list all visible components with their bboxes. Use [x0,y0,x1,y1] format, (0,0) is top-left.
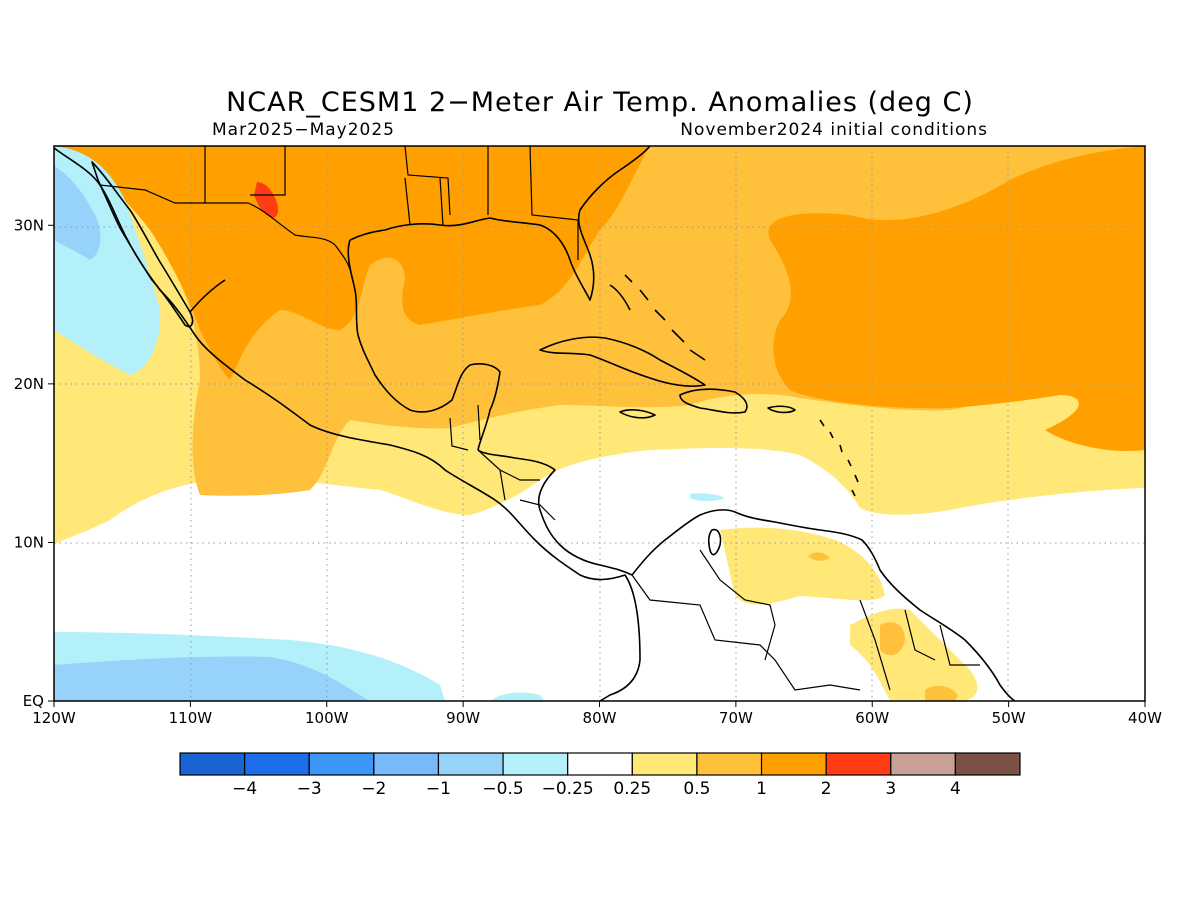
anomaly-region-1-2-north [54,146,650,380]
initial-conditions: November2024 initial conditions [680,120,988,140]
anomaly-region-1-2-atlantic-south [768,146,1145,451]
colorbar-label: −4 [232,779,257,799]
colorbar: −4 −3 −2 −1 −0.5 −0.25 0.25 0.5 1 2 3 4 [179,752,1021,799]
colorbar-label: 0.5 [683,779,710,799]
map-panel [54,146,1145,701]
anomaly-region-neg-0.5-neg-1-north [54,166,101,260]
graticule [54,146,1145,701]
anomaly-region-0.5-1-venezuela [808,552,830,561]
anomaly-region-neg-small-caribbean [690,493,725,501]
lon-tick-label: 60W [855,709,889,727]
colorbar-swatch [760,752,827,776]
lon-tick-label: 70W [719,709,753,727]
colorbar-label: 1 [756,779,767,799]
lon-tick-label: 100W [305,709,349,727]
colorbar-label: 0.25 [613,779,651,799]
lon-tick-label: 90W [446,709,480,727]
colorbar-label: −2 [361,779,386,799]
anomaly-region-2-3 [254,182,279,218]
anomaly-region-0.25-0.5-venezuela [720,527,885,605]
colorbar-swatch [890,752,956,776]
longitude-axis: 120W 110W 100W 90W 80W 70W 60W 50W 40W [32,701,1162,727]
lat-tick-label: 30N [14,216,44,234]
colorbar-swatch [567,752,633,776]
colorbar-swatch [631,752,698,776]
lon-tick-label: 40W [1128,709,1162,727]
colorbar-swatch [825,752,892,776]
chart-title: NCAR_CESM1 2−Meter Air Temp. Anomalies (… [226,87,974,118]
colorbar-swatch [179,752,246,776]
colorbar-swatch [308,752,375,776]
colorbar-label: −1 [426,779,451,799]
political-borders [99,146,980,691]
anomaly-region-neg-small-eq [490,692,545,701]
colorbar-swatch [954,752,1021,776]
colorbar-label: −0.5 [482,779,523,799]
colorbar-swatch [696,752,763,776]
colorbar-swatch [244,752,310,776]
colorbar-label: −0.25 [542,779,594,799]
forecast-period: Mar2025−May2025 [212,120,395,140]
lat-tick-label: 10N [14,533,44,551]
lon-tick-label: 80W [583,709,617,727]
lat-tick-label: 20N [14,375,44,393]
lat-tick-label: EQ [23,692,44,710]
anomaly-region-neg-0.5-neg-1-south [54,656,370,701]
colorbar-swatch [373,752,440,776]
lon-tick-label: 110W [169,709,213,727]
lon-tick-label: 120W [32,709,76,727]
latitude-axis: EQ 10N 20N 30N [14,216,54,710]
colorbar-swatch [437,752,504,776]
coastlines [54,146,1016,701]
colorbar-label: 2 [821,779,832,799]
colorbar-label: −3 [297,779,322,799]
colorbar-label: 4 [950,779,961,799]
colorbar-label: 3 [885,779,896,799]
lon-tick-label: 50W [992,709,1026,727]
colorbar-swatch [502,752,569,776]
anomaly-region-0.5-1-guiana [880,622,958,701]
